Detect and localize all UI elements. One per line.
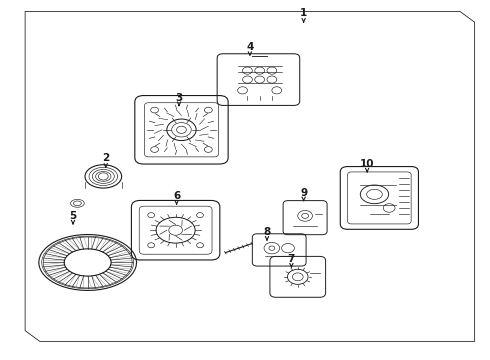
Text: 2: 2 <box>102 153 109 163</box>
Text: 6: 6 <box>173 191 180 201</box>
Text: 8: 8 <box>263 227 270 237</box>
Text: 5: 5 <box>70 211 76 221</box>
Text: 10: 10 <box>360 159 374 169</box>
Text: 7: 7 <box>288 254 295 264</box>
Text: 9: 9 <box>300 188 307 198</box>
Text: 3: 3 <box>175 93 183 103</box>
Text: 4: 4 <box>246 42 253 52</box>
Text: 1: 1 <box>300 8 307 18</box>
